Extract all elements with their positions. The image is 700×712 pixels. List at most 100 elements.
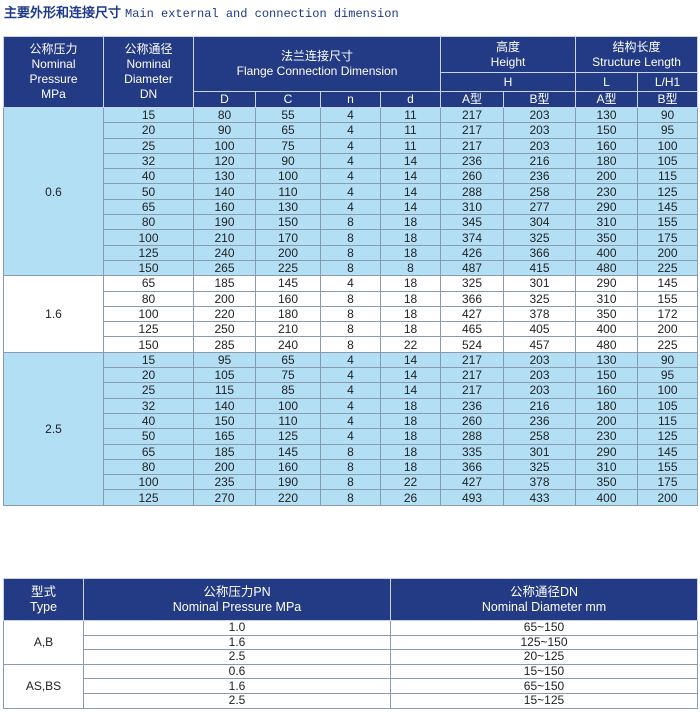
table-cell: 100: [103, 229, 194, 246]
table-cell: 65: [255, 122, 321, 139]
table-cell: 22: [379, 336, 442, 353]
table-cell: 203: [503, 122, 577, 139]
table-cell: 325: [440, 275, 505, 292]
table-cell: 200: [637, 321, 699, 338]
table-cell: 14: [379, 183, 442, 200]
table-cell: 130: [255, 198, 321, 216]
table-cell: 400: [575, 244, 639, 261]
table-cell: 140: [193, 183, 256, 200]
table-cell: 236: [503, 168, 577, 185]
table-cell: 200: [637, 244, 699, 261]
table-cell: 40: [103, 412, 194, 430]
subheader-cell: A型: [575, 91, 639, 108]
table-cell: 18: [379, 428, 442, 445]
table-cell: 258: [503, 183, 577, 200]
table-cell: 4: [320, 106, 381, 124]
header-type: 型式 Type: [3, 578, 84, 621]
subheader-cell: B型: [637, 91, 699, 108]
table-cell: 203: [503, 351, 577, 369]
table-cell: 220: [193, 305, 256, 323]
table-cell: 225: [637, 259, 699, 277]
table-cell: 200: [637, 489, 699, 506]
table-cell: 285: [193, 336, 256, 353]
table-cell: 203: [503, 137, 577, 154]
table-cell: 14: [379, 168, 442, 185]
table-cell: 145: [255, 443, 321, 460]
table-cell: 175: [637, 474, 699, 491]
table-cell: 8: [320, 214, 381, 231]
table-cell: 80: [103, 214, 194, 231]
table-cell: 145: [637, 198, 699, 216]
table-cell: 90: [193, 122, 256, 139]
table-cell: 18: [379, 275, 442, 292]
table-cell: 65~150: [390, 620, 698, 636]
table-cell: 426: [440, 244, 505, 261]
table-cell: 288: [440, 428, 505, 445]
table-row: 50 140 110 4 14 288 258 230 125: [4, 183, 699, 200]
table-cell: 80: [103, 458, 194, 476]
table-cell: 15~150: [390, 663, 698, 680]
table-cell: 217: [440, 382, 505, 399]
table-cell: 378: [503, 474, 577, 491]
table-cell: 378: [503, 305, 577, 323]
table-cell: 165: [193, 428, 256, 445]
table-cell: 75: [255, 137, 321, 154]
table-cell: 465: [440, 321, 505, 338]
subheader-cell: B型: [503, 91, 577, 108]
table-cell: 160: [575, 382, 639, 399]
table-cell: 130: [575, 106, 639, 124]
table-cell: 110: [255, 183, 321, 200]
table-cell: 225: [255, 259, 321, 277]
table-cell: 210: [193, 229, 256, 246]
table-cell: 200: [575, 168, 639, 185]
header-lh1: L/H1: [637, 72, 699, 92]
table-cell: 374: [440, 229, 505, 246]
table-cell: 85: [255, 382, 321, 399]
table-cell: 18: [379, 229, 442, 246]
table-cell: 14: [379, 152, 442, 170]
table-cell: 160: [255, 458, 321, 476]
table-cell: 150: [103, 259, 194, 277]
table-cell: 4: [320, 198, 381, 216]
table-cell: 4: [320, 122, 381, 139]
table-cell: 4: [320, 168, 381, 185]
table-cell: 1.6: [83, 634, 391, 651]
table-row: 2.5 20~125: [4, 649, 698, 665]
table-cell: 14: [379, 198, 442, 216]
table-row: 65 160 130 4 14 310 277 290 145: [4, 198, 699, 216]
table-cell: 236: [503, 412, 577, 430]
table-cell: 200: [575, 412, 639, 430]
pressure-group-cell: 1.6: [3, 275, 104, 353]
table-cell: 457: [503, 336, 577, 353]
table-row: 1.6 65~150: [4, 678, 698, 694]
table-row: 25 115 85 4 14 217 203 160 100: [4, 382, 699, 399]
table-cell: 11: [379, 122, 442, 139]
header-pressure: 公称压力 Nominal Pressure MPa: [3, 36, 104, 108]
table-cell: 65: [103, 275, 194, 292]
table-cell: 288: [440, 183, 505, 200]
table-cell: 125: [255, 428, 321, 445]
table-cell: 8: [320, 336, 381, 353]
table-cell: 200: [193, 458, 256, 476]
table-cell: 190: [255, 474, 321, 491]
table-cell: 11: [379, 137, 442, 154]
header-l: L: [575, 72, 639, 92]
table-cell: 15~125: [390, 692, 698, 709]
table-cell: 125~150: [390, 634, 698, 651]
table-cell: 415: [503, 259, 577, 277]
table-cell: 65: [255, 351, 321, 369]
subheader-cell: C: [255, 91, 321, 108]
table-cell: 325: [503, 229, 577, 246]
table-cell: 155: [637, 290, 699, 307]
table-cell: 216: [503, 152, 577, 170]
table-cell: 301: [503, 443, 577, 460]
header-length: 结构长度 Structure Length: [575, 36, 699, 73]
table-cell: 170: [255, 229, 321, 246]
table-cell: 20: [103, 122, 194, 139]
table-cell: 345: [440, 214, 505, 231]
table-cell: 203: [503, 367, 577, 384]
table-cell: 50: [103, 183, 194, 200]
table-row: 80 200 160 8 18 366 325 310 155: [4, 458, 699, 476]
table-cell: 524: [440, 336, 505, 353]
table-cell: 180: [575, 397, 639, 414]
